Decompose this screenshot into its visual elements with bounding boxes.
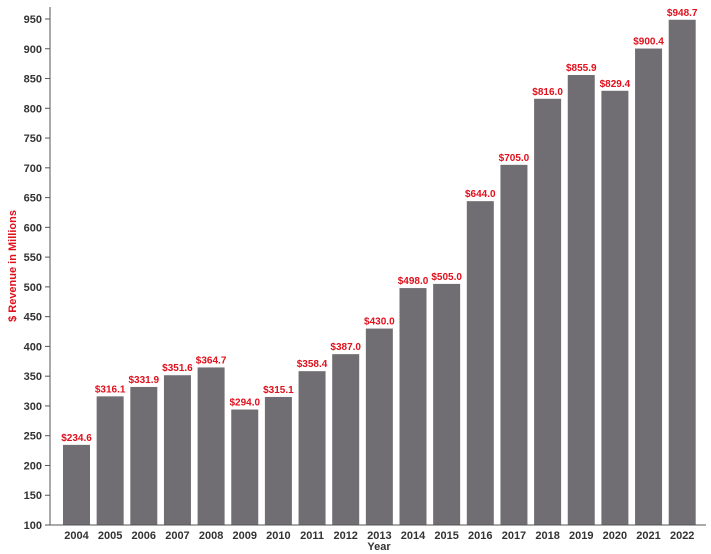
y-tick-label: 200 xyxy=(24,460,42,472)
value-label-2016: $644.0 xyxy=(465,189,496,200)
y-tick-label: 900 xyxy=(24,44,42,56)
y-tick-label: 250 xyxy=(24,431,42,443)
bar-2009 xyxy=(231,409,259,525)
x-tick-label-2014: 2014 xyxy=(401,530,426,542)
value-label-2006: $331.9 xyxy=(129,375,160,386)
value-label-2018: $816.0 xyxy=(532,87,563,98)
x-tick-label-2009: 2009 xyxy=(233,530,257,542)
y-tick-label: 550 xyxy=(24,252,42,264)
bar-2007 xyxy=(163,375,191,525)
value-label-2013: $430.0 xyxy=(364,317,395,328)
bar-2008 xyxy=(197,367,225,525)
y-tick-label: 150 xyxy=(24,490,42,502)
x-tick-label-2005: 2005 xyxy=(98,530,122,542)
value-label-2021: $900.4 xyxy=(633,37,664,48)
y-axis-ticks: 100 150 200 250 300 350 400 450 500 550 600 650 700 7… xyxy=(24,14,50,532)
y-tick-label: 300 xyxy=(24,401,42,413)
bar-2020 xyxy=(601,90,629,525)
bar-2006 xyxy=(130,386,158,525)
bar-2014 xyxy=(399,288,427,525)
y-tick-label: 850 xyxy=(24,74,42,86)
value-label-2010: $315.1 xyxy=(263,385,294,396)
bars xyxy=(63,19,696,526)
bar-2012 xyxy=(332,354,360,525)
x-tick-label-2012: 2012 xyxy=(333,530,357,542)
y-tick-label: 650 xyxy=(24,193,42,205)
x-tick-label-2007: 2007 xyxy=(165,530,189,542)
y-tick-label: 350 xyxy=(24,371,42,383)
x-axis-ticks: 2004 2005 2006 2007 2008 2009 2010 2011 2012 2013… xyxy=(64,530,694,542)
bar-2022 xyxy=(668,19,696,525)
value-label-2017: $705.0 xyxy=(499,153,530,164)
y-tick-label: 450 xyxy=(24,312,42,324)
bar-2021 xyxy=(635,48,663,526)
x-tick-label-2021: 2021 xyxy=(636,530,660,542)
bar-2004 xyxy=(63,444,90,525)
y-axis-title: $ Revenue in Millions xyxy=(7,210,19,322)
y-tick-label: 100 xyxy=(24,520,42,532)
bar-2011 xyxy=(298,371,326,525)
bar-2010 xyxy=(264,396,292,525)
x-tick-label-2016: 2016 xyxy=(468,530,492,542)
x-tick-label-2010: 2010 xyxy=(266,530,290,542)
y-tick-label: 600 xyxy=(24,222,42,234)
value-label-2020: $829.4 xyxy=(600,79,631,90)
y-tick-label: 750 xyxy=(24,133,42,145)
value-label-2009: $294.0 xyxy=(229,398,260,409)
y-tick-label: 950 xyxy=(24,14,42,26)
x-tick-label-2018: 2018 xyxy=(535,530,559,542)
value-labels: $234.6 $316.1$331.9$351.6$364.7 $294.0$315… xyxy=(61,8,698,444)
bar-2005 xyxy=(96,396,124,525)
value-label-2008: $364.7 xyxy=(196,355,227,366)
y-tick-label: 800 xyxy=(24,103,42,115)
value-label-2004: $234.6 xyxy=(61,433,92,444)
x-tick-label-2013: 2013 xyxy=(367,530,391,542)
bar-2015 xyxy=(433,283,461,525)
value-label-2011: $358.4 xyxy=(297,359,328,370)
bar-2013 xyxy=(365,328,393,525)
x-tick-label-2004: 2004 xyxy=(64,530,89,542)
x-tick-label-2019: 2019 xyxy=(569,530,593,542)
value-label-2012: $387.0 xyxy=(330,342,361,353)
x-tick-label-2022: 2022 xyxy=(670,530,694,542)
bar-2016 xyxy=(466,201,494,525)
y-tick-label: 700 xyxy=(24,163,42,175)
y-tick-label: 500 xyxy=(24,282,42,294)
bar-2018 xyxy=(534,98,562,525)
value-label-2005: $316.1 xyxy=(95,384,126,395)
x-tick-label-2017: 2017 xyxy=(502,530,526,542)
bar-2017 xyxy=(500,164,528,526)
value-label-2015: $505.0 xyxy=(431,272,462,283)
bar-2019 xyxy=(567,75,595,525)
x-tick-label-2015: 2015 xyxy=(434,530,458,542)
x-axis-title: Year xyxy=(367,541,391,553)
x-tick-label-2011: 2011 xyxy=(300,530,324,542)
y-tick-label: 400 xyxy=(24,341,42,353)
x-tick-label-2020: 2020 xyxy=(603,530,627,542)
value-label-2007: $351.6 xyxy=(162,363,193,374)
x-tick-label-2008: 2008 xyxy=(199,530,223,542)
value-label-2022: $948.7 xyxy=(667,8,698,19)
value-label-2019: $855.9 xyxy=(566,63,597,74)
value-label-2014: $498.0 xyxy=(398,276,429,287)
x-tick-label-2006: 2006 xyxy=(132,530,156,542)
